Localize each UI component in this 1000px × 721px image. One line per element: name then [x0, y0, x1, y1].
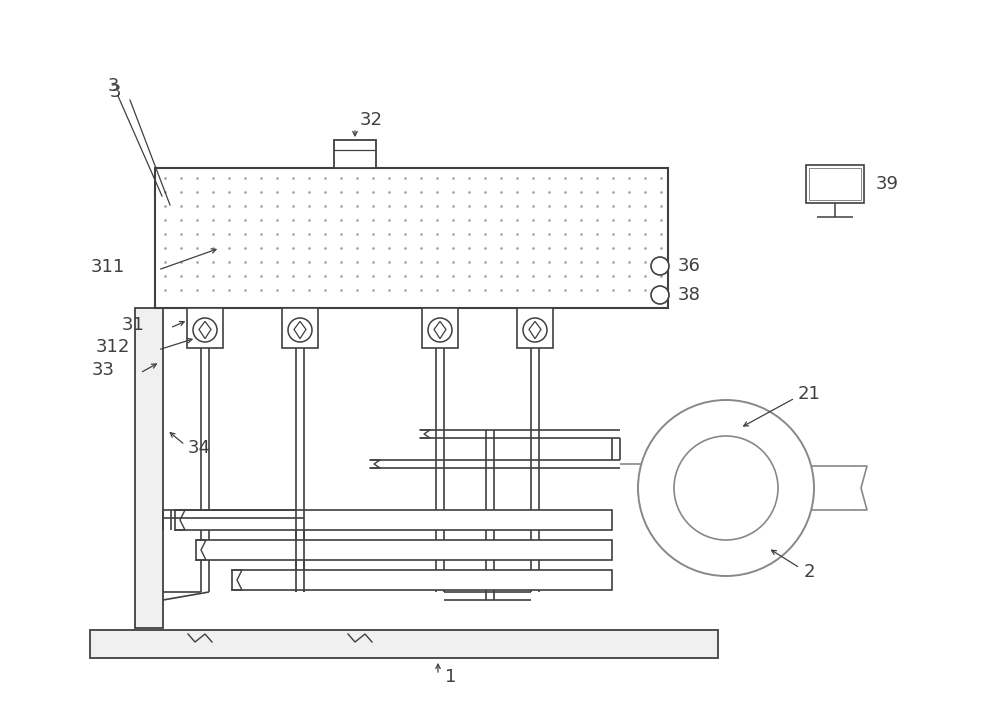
Polygon shape — [294, 322, 306, 339]
Bar — [282, 308, 318, 348]
Text: 3: 3 — [108, 77, 120, 95]
Bar — [517, 308, 553, 348]
Text: 2: 2 — [804, 563, 816, 581]
Circle shape — [651, 257, 669, 275]
Text: 311: 311 — [91, 258, 125, 276]
Text: 1: 1 — [445, 668, 456, 686]
Bar — [187, 308, 223, 348]
Bar — [806, 165, 864, 203]
Text: 3: 3 — [109, 83, 121, 101]
Text: 31: 31 — [122, 316, 145, 334]
Bar — [422, 308, 458, 348]
Bar — [809, 168, 861, 200]
Circle shape — [288, 318, 312, 342]
Bar — [175, 510, 612, 530]
Circle shape — [674, 436, 778, 540]
Text: 33: 33 — [92, 361, 115, 379]
Text: 21: 21 — [798, 385, 821, 403]
Bar — [334, 140, 376, 168]
Bar — [155, 168, 668, 308]
Circle shape — [523, 318, 547, 342]
Polygon shape — [434, 322, 446, 339]
Bar — [196, 540, 612, 560]
Circle shape — [651, 286, 669, 304]
Text: 39: 39 — [876, 175, 899, 193]
Bar — [135, 308, 163, 628]
Circle shape — [193, 318, 217, 342]
Text: 34: 34 — [188, 439, 211, 457]
Polygon shape — [529, 322, 541, 339]
Circle shape — [638, 400, 814, 576]
Circle shape — [428, 318, 452, 342]
Polygon shape — [199, 322, 211, 339]
Bar — [90, 630, 718, 658]
Text: 36: 36 — [678, 257, 701, 275]
Text: 312: 312 — [96, 338, 130, 356]
Bar — [232, 570, 612, 590]
Text: 32: 32 — [360, 111, 383, 129]
Text: 38: 38 — [678, 286, 701, 304]
